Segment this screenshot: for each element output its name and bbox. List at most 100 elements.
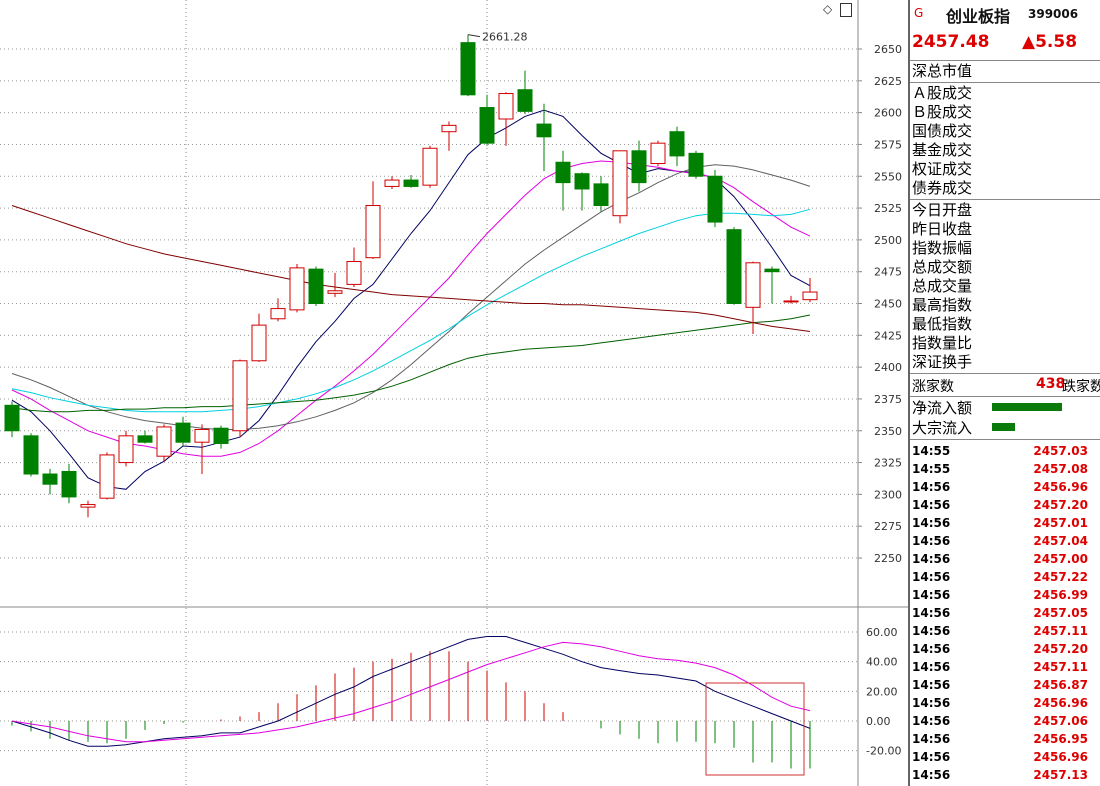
candle-body xyxy=(251,324,267,362)
fund-flow-row: 大宗流入 xyxy=(910,417,1100,437)
tick-time: 14:56 xyxy=(912,696,951,710)
info-group-index-stats: 今日开盘 昨日收盘 指数振幅 总成交额 总成交量 最高指数 最低指数 指数量比 深证换手 xyxy=(910,200,1100,374)
tick-price: 2457.03 xyxy=(1033,444,1088,458)
tick-price: 2456.96 xyxy=(1033,480,1088,494)
price-change: ▲5.58 xyxy=(1022,32,1078,52)
candle-body xyxy=(403,179,419,187)
tick-row: 14:56 2457.13 xyxy=(910,766,1100,784)
candle-body xyxy=(555,161,571,184)
candle-body xyxy=(213,427,229,444)
max-pointer xyxy=(467,34,481,38)
candle-body xyxy=(80,504,96,508)
tick-price: 2457.08 xyxy=(1033,462,1088,476)
macd-dea-line xyxy=(11,641,811,743)
up-count-label: 涨家数 xyxy=(912,379,954,395)
max-price-label: 2661.28 xyxy=(482,31,528,44)
tick-price: 2457.11 xyxy=(1033,624,1088,638)
macd-axis-label: -20.00 xyxy=(866,745,901,758)
price-axis-label: 2350 xyxy=(874,425,902,438)
tick-time: 14:56 xyxy=(912,570,951,584)
tick-row: 14:56 2456.87 xyxy=(910,676,1100,694)
up-count-value: 438 xyxy=(1036,376,1066,392)
tick-time: 14:56 xyxy=(912,750,951,764)
group-marker[interactable]: G xyxy=(914,6,924,20)
candle-body xyxy=(574,173,590,190)
tick-time: 14:56 xyxy=(912,624,951,638)
candle-body xyxy=(99,454,115,499)
info-item: 国债成交 xyxy=(912,122,973,140)
info-item: 深总市值 xyxy=(912,62,973,80)
price-axis-label: 2525 xyxy=(874,202,902,215)
fund-flow-section: 净流入额 大宗流入 xyxy=(910,397,1100,437)
price-axis-label: 2400 xyxy=(874,361,902,374)
candle-body xyxy=(384,179,400,187)
tick-row: 14:55 2457.08 xyxy=(910,460,1100,478)
fund-flow-row: 净流入额 xyxy=(910,397,1100,417)
tick-time: 14:56 xyxy=(912,498,951,512)
tick-time: 14:55 xyxy=(912,462,951,476)
kline-chart[interactable]: 2250 2275 2300 2325 2350 2375 2400 2425 2450 2475… xyxy=(0,0,908,786)
tick-row: 14:56 2457.11 xyxy=(910,622,1100,640)
tick-time: 14:55 xyxy=(912,444,951,458)
candle-body xyxy=(232,360,248,432)
tick-row: 14:56 2456.99 xyxy=(910,586,1100,604)
diamond-icon[interactable]: ◇ xyxy=(823,2,833,16)
tick-price: 2456.95 xyxy=(1033,732,1088,746)
candle-body xyxy=(175,422,191,443)
tick-price: 2457.22 xyxy=(1033,570,1088,584)
tick-time: 14:56 xyxy=(912,714,951,728)
info-item: 基金成交 xyxy=(912,141,973,159)
fund-flow-label: 大宗流入 xyxy=(912,419,973,437)
fund-flow-bar xyxy=(992,403,1062,411)
price-axis-label: 2375 xyxy=(874,393,902,406)
candle-body xyxy=(61,470,77,498)
macd-axis-label: 60.00 xyxy=(866,626,898,639)
ma10-line xyxy=(11,160,811,457)
candle-body xyxy=(631,150,647,184)
candle-body xyxy=(270,308,286,320)
tick-row: 14:56 2456.96 xyxy=(910,478,1100,496)
tick-price: 2457.06 xyxy=(1033,714,1088,728)
candle-body xyxy=(745,262,761,308)
tick-row: 14:56 2456.96 xyxy=(910,694,1100,712)
info-item: 指数量比 xyxy=(912,334,973,352)
candle-body xyxy=(327,290,343,294)
candle-body xyxy=(517,89,533,112)
index-code: 399006 xyxy=(1028,7,1079,21)
tick-time: 14:56 xyxy=(912,480,951,494)
tick-row: 14:56 2456.96 xyxy=(910,748,1100,766)
ma20-line xyxy=(11,164,811,430)
candle-body xyxy=(764,268,780,273)
tick-list[interactable]: 14:55 2457.03 14:55 2457.08 14:56 2456.96 14:5… xyxy=(910,439,1100,784)
price-axis-label: 2325 xyxy=(874,457,902,470)
scroll-icon[interactable] xyxy=(840,2,853,17)
tick-price: 2456.96 xyxy=(1033,750,1088,764)
price-axis-label: 2625 xyxy=(874,75,902,88)
candle-body xyxy=(365,205,381,259)
window-controls: ◇ xyxy=(823,2,853,17)
candle-body xyxy=(593,183,609,207)
tick-row: 14:56 2457.05 xyxy=(910,604,1100,622)
price-axis-label: 2250 xyxy=(874,552,902,565)
candle-body xyxy=(612,150,628,217)
tick-price: 2456.99 xyxy=(1033,588,1088,602)
tick-price: 2457.13 xyxy=(1033,768,1088,782)
price-axis-label: 2425 xyxy=(874,329,902,342)
info-item: 总成交量 xyxy=(912,277,973,295)
candle-body xyxy=(156,426,172,457)
macd-axis-label: 20.00 xyxy=(866,685,898,698)
candle-body xyxy=(441,124,457,133)
candle-body xyxy=(194,428,210,443)
macd-axis-label: 0.00 xyxy=(866,715,891,728)
fund-flow-label: 净流入额 xyxy=(912,399,973,417)
price-axis-label: 2575 xyxy=(874,138,902,151)
quote-header: G 创业板指 399006 xyxy=(910,0,1100,28)
candle-body xyxy=(42,473,58,485)
tick-row: 14:56 2457.00 xyxy=(910,550,1100,568)
tick-row: 14:56 2456.95 xyxy=(910,730,1100,748)
candle-body xyxy=(783,300,799,303)
info-item: 最高指数 xyxy=(912,296,973,314)
tick-row: 14:56 2457.06 xyxy=(910,712,1100,730)
tick-row: 14:56 2457.22 xyxy=(910,568,1100,586)
kline-chart-area[interactable]: 2250 2275 2300 2325 2350 2375 2400 2425 2450 2475… xyxy=(0,0,908,786)
